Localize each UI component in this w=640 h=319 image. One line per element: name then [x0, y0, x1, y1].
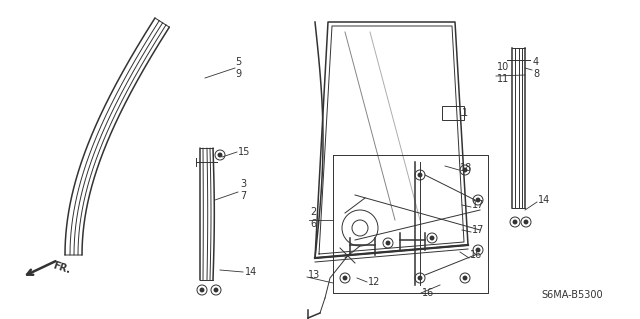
Circle shape: [513, 220, 516, 224]
Text: 3
7: 3 7: [240, 179, 246, 201]
Text: 17: 17: [472, 200, 484, 210]
Text: 14: 14: [245, 267, 257, 277]
Circle shape: [343, 276, 347, 280]
Circle shape: [419, 173, 422, 177]
Circle shape: [200, 288, 204, 292]
Circle shape: [463, 168, 467, 172]
Circle shape: [463, 276, 467, 280]
Circle shape: [524, 220, 528, 224]
Text: 1: 1: [462, 108, 468, 118]
Text: 13: 13: [308, 270, 320, 280]
Text: 16: 16: [422, 288, 435, 298]
Text: S6MA-B5300: S6MA-B5300: [541, 290, 603, 300]
Circle shape: [419, 276, 422, 280]
Text: 18: 18: [460, 163, 472, 173]
Text: 4
8: 4 8: [533, 57, 539, 79]
Text: 17: 17: [472, 225, 484, 235]
Text: 15: 15: [238, 147, 250, 157]
Circle shape: [476, 248, 480, 252]
Circle shape: [387, 241, 390, 245]
Text: 12: 12: [368, 277, 380, 287]
Bar: [442, 106, 464, 120]
Text: 16: 16: [470, 250, 483, 260]
Circle shape: [214, 288, 218, 292]
Text: 5
9: 5 9: [235, 57, 241, 79]
Circle shape: [430, 236, 434, 240]
Circle shape: [218, 153, 221, 157]
Text: 2
6: 2 6: [310, 207, 316, 229]
Text: 14: 14: [538, 195, 550, 205]
Text: FR.: FR.: [52, 261, 72, 276]
Text: 10
11: 10 11: [497, 62, 509, 84]
Circle shape: [476, 198, 480, 202]
